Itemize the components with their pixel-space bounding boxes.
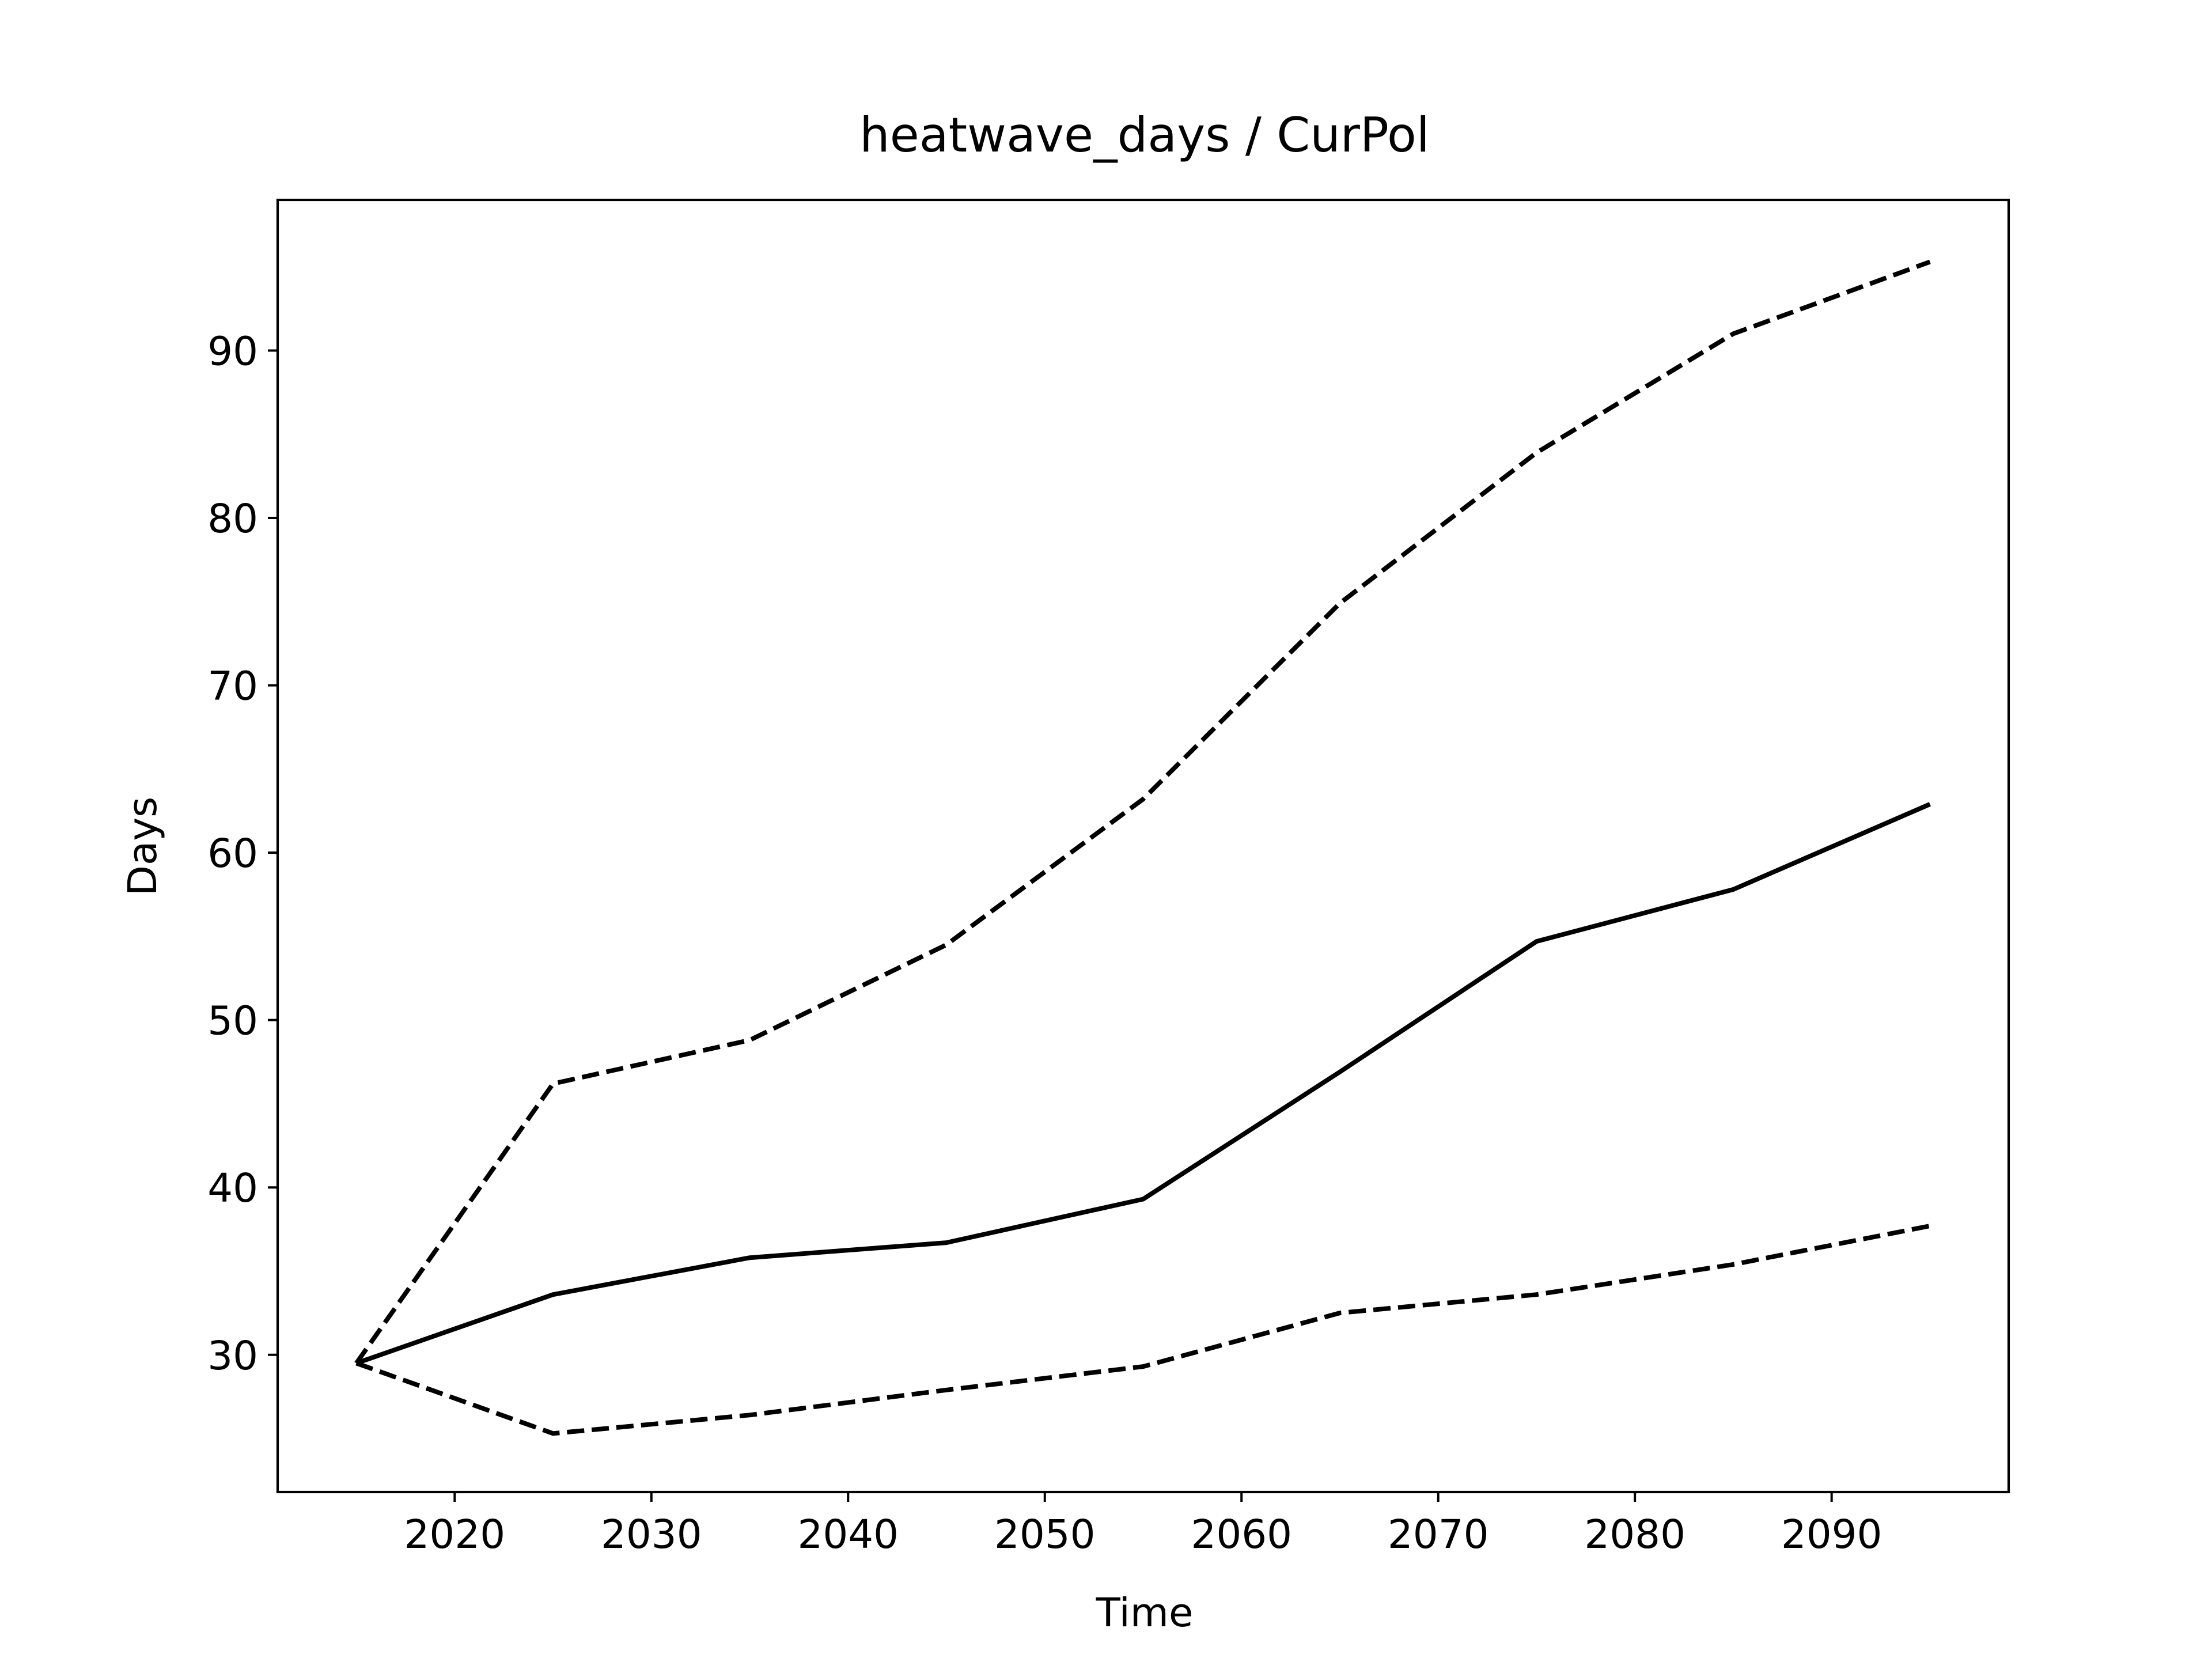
- plot-area: [354, 259, 1931, 1436]
- y-tick-label: 90: [207, 328, 258, 374]
- x-axis-label: Time: [1096, 1590, 1194, 1636]
- x-tick-label: 2090: [1781, 1512, 1883, 1558]
- x-axis: 2020 2030 2040 2050 2060 2070 2080 2090: [404, 1492, 1883, 1558]
- y-tick-label: 60: [207, 831, 258, 877]
- y-tick-label: 40: [207, 1165, 258, 1212]
- y-tick-label: 50: [207, 998, 258, 1044]
- y-axis: 30 40 50 60 70 80 90: [207, 328, 278, 1379]
- y-tick-label: 30: [207, 1333, 258, 1379]
- x-tick-label: 2050: [994, 1512, 1096, 1558]
- x-tick-label: 2030: [601, 1512, 702, 1558]
- series-line-2: [354, 259, 1931, 1365]
- x-tick-label: 2070: [1388, 1512, 1489, 1558]
- y-tick-label: 80: [207, 496, 258, 542]
- series-line-3: [355, 1224, 1931, 1436]
- x-tick-label: 2060: [1191, 1512, 1292, 1558]
- chart-title: heatwave_days / CurPol: [859, 107, 1430, 163]
- axes-frame: [276, 198, 2010, 1494]
- y-tick-label: 70: [207, 664, 258, 710]
- x-tick-label: 2080: [1584, 1512, 1685, 1558]
- y-axis-label: Days: [120, 797, 166, 896]
- x-tick-label: 2020: [404, 1512, 506, 1558]
- series-line-1: [355, 802, 1931, 1366]
- x-tick-label: 2040: [797, 1512, 899, 1558]
